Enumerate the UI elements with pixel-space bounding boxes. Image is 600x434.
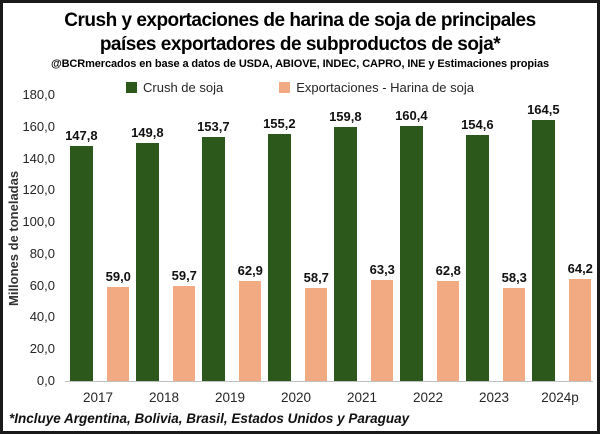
y-tick-label: 160,0: [22, 118, 55, 134]
exports-bar-2022: [437, 281, 460, 381]
legend: Crush de soja Exportaciones - Harina de …: [3, 80, 597, 95]
x-axis-label-2018: 2018: [148, 390, 180, 405]
exports-bar-2017: [107, 287, 130, 381]
x-axis-label-2022: 2022: [412, 390, 444, 405]
exports-legend-label: Exportaciones - Harina de soja: [296, 80, 474, 95]
crush-bar-2023: [465, 135, 489, 381]
bar-value-label: 149,8: [131, 125, 164, 140]
crush-bar-2019: [201, 136, 225, 381]
bar-column: 147,8: [65, 95, 98, 381]
y-tick-label: 100,0: [22, 214, 55, 230]
bar-value-label: 59,7: [171, 268, 197, 284]
x-axis-label-2024p: 2024p: [541, 390, 579, 405]
bar-column: 154,6: [461, 95, 494, 381]
bar-column: 62,9: [238, 95, 263, 381]
y-tick-label: 60,0: [29, 277, 55, 293]
x-axis-label-2023: 2023: [478, 390, 510, 405]
bar-column: 155,2: [263, 95, 296, 381]
bar-value-label: 164,5: [527, 101, 560, 117]
bar-column: 62,8: [436, 95, 461, 381]
bar-value-label: 58,3: [501, 270, 527, 286]
y-tick-label: 140,0: [22, 150, 55, 166]
bar-column: 153,7: [197, 95, 230, 381]
chart-subtitle: @BCRmercados en base a datos de USDA, AB…: [50, 58, 550, 70]
footnote: *Incluye Argentina, Bolivia, Brasil, Est…: [9, 411, 410, 426]
crush-bar-2021: [333, 127, 357, 381]
crush-bar-2024p: [531, 119, 555, 381]
bar-group-2020: 155,2 58,7: [263, 95, 329, 381]
crush-legend-label: Crush de soja: [143, 80, 224, 95]
y-axis-ticks: 0,0 20,0 40,0 60,0 80,0 100,0 120,0 140,0 160,0 1…: [3, 3, 597, 431]
bar-group-2023: 154,6 58,3: [461, 95, 527, 381]
bar-value-label: 153,7: [197, 118, 230, 134]
exports-bar-2023: [503, 288, 526, 381]
legend-item-crush: Crush de soja: [126, 80, 223, 95]
exports-legend-swatch: [279, 82, 291, 93]
x-axis-label-2021: 2021: [346, 390, 378, 405]
bar-column: 59,0: [106, 95, 131, 381]
x-axis-label-2020: 2020: [280, 390, 312, 405]
bar-value-label: 147,8: [65, 128, 98, 144]
bar-column: 149,8: [131, 95, 164, 381]
bar-group-2019: 153,7 62,9: [197, 95, 263, 381]
bar-value-label: 62,8: [435, 263, 461, 279]
bar-value-label: 59,0: [105, 269, 131, 285]
crush-bar-2022: [399, 126, 423, 381]
bar-column: 63,3: [370, 95, 395, 381]
y-tick-label: 80,0: [29, 245, 55, 261]
bar-column: 58,7: [304, 95, 329, 381]
exports-bar-2019: [239, 281, 262, 381]
bar-value-label: 160,4: [395, 108, 428, 124]
bar-column: 159,8: [329, 95, 362, 381]
bar-value-label: 63,3: [369, 262, 395, 278]
x-axis-label-2017: 2017: [82, 390, 114, 405]
crush-legend-swatch: [126, 82, 137, 93]
bar-value-label: 155,2: [263, 116, 296, 132]
exports-bar-2020: [305, 287, 328, 381]
plot-area: 147,8 59,0 149,8 59,7 153,7 62,9 155,2 58,7 159,…: [65, 95, 593, 382]
exports-bar-2018: [173, 286, 196, 381]
bar-group-2017: 147,8 59,0: [65, 95, 131, 381]
bar-value-label: 62,9: [237, 263, 263, 279]
chart-title-line-2: países exportadores de subproductos de s…: [99, 34, 501, 55]
x-axis-label-2019: 2019: [214, 390, 246, 405]
y-tick-label: 0,0: [36, 373, 55, 388]
bar-value-label: 64,2: [567, 261, 593, 276]
bar-column: 64,2: [568, 95, 593, 381]
bar-group-2024p: 164,5 64,2: [527, 95, 593, 381]
exports-bar-2024p: [569, 279, 592, 381]
y-tick-label: 120,0: [22, 182, 55, 198]
bar-column: 164,5: [527, 95, 560, 381]
crush-bar-2018: [135, 143, 159, 381]
chart-title: Crush y exportaciones de harina de soja …: [3, 9, 597, 57]
bar-column: 58,3: [502, 95, 527, 381]
x-axis-labels: 2017 2018 2019 2020 2021 2022 2023 2024p: [65, 390, 593, 405]
bar-column: 59,7: [172, 95, 197, 381]
crush-bar-2020: [267, 134, 291, 381]
crush-bar-2017: [69, 146, 93, 381]
y-tick-label: 20,0: [29, 341, 55, 357]
bar-group-2022: 160,4 62,8: [395, 95, 461, 381]
bar-column: 160,4: [395, 95, 428, 381]
bar-value-label: 159,8: [329, 109, 362, 125]
y-tick-label: 180,0: [22, 87, 55, 102]
bar-value-label: 154,6: [461, 117, 494, 133]
exports-bar-2021: [371, 280, 394, 381]
chart-title-line-1: Crush y exportaciones de harina de soja …: [64, 10, 536, 31]
y-tick-label: 40,0: [29, 309, 55, 325]
bar-group-2018: 149,8 59,7: [131, 95, 197, 381]
legend-item-exports: Exportaciones - Harina de soja: [279, 80, 474, 95]
bar-group-2021: 159,8 63,3: [329, 95, 395, 381]
bar-value-label: 58,7: [303, 269, 329, 285]
